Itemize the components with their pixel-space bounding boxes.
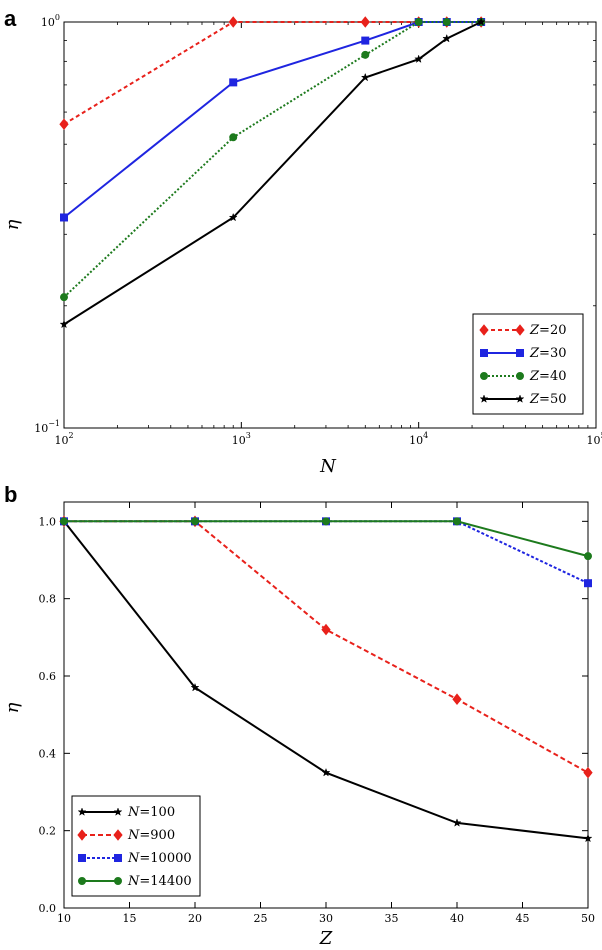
panel-b-legend-marker-right-3 [114, 877, 122, 885]
panel-a-series-3-point-4 [442, 33, 452, 43]
panel-b-legend-marker-left-1 [77, 829, 87, 841]
panel-a-series-3-point-5 [476, 17, 486, 26]
panel-a-series-1-point-1 [229, 78, 238, 87]
panel-b-legend-marker-left-3 [78, 877, 86, 885]
panel-a-legend-marker-right-0 [515, 324, 525, 336]
panel-a-x-tick-label-3: 105 [586, 431, 602, 447]
panel-b-legend-label-0: N=100 [127, 805, 175, 820]
panel-b-series-3-point-0 [60, 517, 68, 526]
panel-b-y-tick-label-3: 0.6 [39, 670, 57, 683]
panel-a-legend-marker-left-1 [480, 349, 488, 357]
panel-b-series-0-point-4 [583, 833, 593, 843]
panel-b: b 10 15 20 25 30 35 40 45 50 0.0 0.2 0.4 0.6 0.8 1.0 Z… [2, 482, 595, 949]
panel-a-x-tick-label-2: 104 [409, 431, 428, 447]
panel-a-series-1-line [63, 21, 482, 219]
panel-a-x-tick-label-1: 103 [232, 431, 251, 447]
panel-b-x-tick-label-5: 35 [385, 912, 399, 925]
panel-a-x-axis-label: N [319, 456, 337, 477]
panel-b-series-3-point-2 [322, 517, 330, 526]
panel-b-series-0-line [63, 520, 589, 840]
panel-a-series-2-point-2 [361, 50, 370, 59]
panel-a-series-0-point-2 [360, 16, 370, 28]
panel-b-y-tick-label-0: 0.0 [39, 902, 57, 915]
panel-a-series-2-point-3 [414, 18, 423, 26]
panel-a-series-3-point-2 [360, 72, 370, 82]
panel-a-series-1-point-0 [60, 213, 68, 222]
panel-a-y-axis-label: η [2, 219, 23, 230]
panel-a-series-2-point-4 [442, 18, 451, 26]
panel-a-series-0-point-0 [59, 118, 69, 131]
panel-b-x-tick-label-1: 15 [123, 912, 137, 925]
panel-a-legend: Z=20 Z=30 Z=40 Z=50 [472, 313, 584, 415]
panel-a-series-3-point-1 [228, 212, 238, 222]
panel-a-series-3-point-0 [59, 319, 69, 329]
panel-b-series-1-point-4 [583, 766, 593, 779]
panel-b-y-tick-label-2: 0.4 [39, 747, 57, 760]
panel-b-legend-marker-right-0 [113, 807, 123, 816]
panel-b-series-0-point-2 [321, 767, 331, 777]
panel-b-series-2-line [64, 520, 589, 585]
panel-b-y-tick-label-5: 1.0 [39, 515, 57, 528]
panel-a-series [59, 16, 486, 329]
panel-b-series [59, 515, 593, 843]
panel-a-legend-label-2: Z=40 [529, 369, 567, 384]
panel-a-y-tick-label-0: 10−1 [34, 419, 60, 435]
panel-b-x-tick-label-7: 45 [516, 912, 530, 925]
panel-b-y-tick-label-1: 0.2 [39, 825, 57, 838]
panel-b-legend-label-2: N=10000 [127, 851, 192, 866]
panel-b-legend-marker-right-1 [113, 829, 123, 841]
panel-a-legend-label-0: Z=20 [529, 323, 567, 338]
panel-b-x-tick-label-4: 30 [319, 912, 333, 925]
panel-a-legend-marker-left-0 [479, 324, 489, 336]
panel-a-series-0-point-1 [228, 16, 238, 28]
panel-a-series-2-line [63, 21, 482, 298]
panel-b-x-tick-label-3: 25 [254, 912, 268, 925]
panel-b-series-3-line [64, 520, 589, 558]
panel-a-legend-marker-right-1 [516, 349, 524, 357]
panel-a-legend-label-1: Z=30 [529, 346, 567, 361]
panel-b-x-axis-label: Z [319, 928, 333, 949]
panel-a-legend-marker-right-2 [516, 372, 524, 380]
panel-a-legend-marker-right-3 [515, 394, 525, 403]
panel-a-x-tick-label-0: 102 [54, 431, 73, 447]
panel-b-series-1-line [64, 520, 589, 774]
panel-b-legend-marker-right-2 [114, 854, 122, 862]
panel-b-series-0-point-1 [190, 682, 200, 692]
panel-b-y-axis-label: η [2, 702, 23, 713]
panel-b-x-tick-label-8: 50 [581, 912, 595, 925]
panel-b-series-3-point-1 [191, 517, 199, 526]
panel-b-legend: N=100 N=900 N=10000 N=14400 [71, 795, 201, 897]
panel-b-ticks: 10 15 20 25 30 35 40 45 50 0.0 0.2 0.4 0.6 0.8 1.0 [39, 502, 595, 925]
panel-a-letter: a [4, 6, 17, 31]
panel-a-series-2-point-0 [60, 293, 68, 302]
panel-b-series-1-point-3 [452, 693, 462, 706]
panel-b-legend-marker-left-0 [77, 807, 87, 816]
panel-a-legend-marker-left-3 [479, 394, 489, 403]
panel-a-series-1-point-2 [361, 36, 370, 45]
panel-a-y-tick-label-1: 100 [41, 13, 60, 29]
panel-b-legend-label-3: N=14400 [127, 874, 192, 889]
panel-b-series-3-point-4 [584, 552, 592, 561]
panel-b-letter: b [4, 482, 17, 507]
panel-b-series-2-point-4 [584, 579, 592, 588]
panel-a-series-0-line [63, 21, 482, 126]
panel-b-x-tick-label-0: 10 [57, 912, 71, 925]
panel-b-series-3-point-3 [453, 517, 461, 526]
panel-a-legend-label-3: Z=50 [529, 392, 567, 407]
panel-b-y-tick-label-4: 0.8 [39, 593, 57, 606]
panel-a-series-3-line [63, 21, 482, 326]
panel-b-x-tick-label-6: 40 [450, 912, 464, 925]
panel-b-x-tick-label-2: 20 [188, 912, 202, 925]
panel-a-legend-marker-left-2 [480, 372, 488, 380]
panel-b-series-1-point-2 [321, 623, 331, 636]
panel-a-series-2-point-1 [229, 133, 238, 142]
panel-b-legend-marker-left-2 [78, 854, 86, 862]
panel-b-legend-label-1: N=900 [127, 828, 175, 843]
panel-a-series-3-point-3 [414, 54, 424, 64]
panel-b-series-0-point-3 [452, 818, 462, 827]
